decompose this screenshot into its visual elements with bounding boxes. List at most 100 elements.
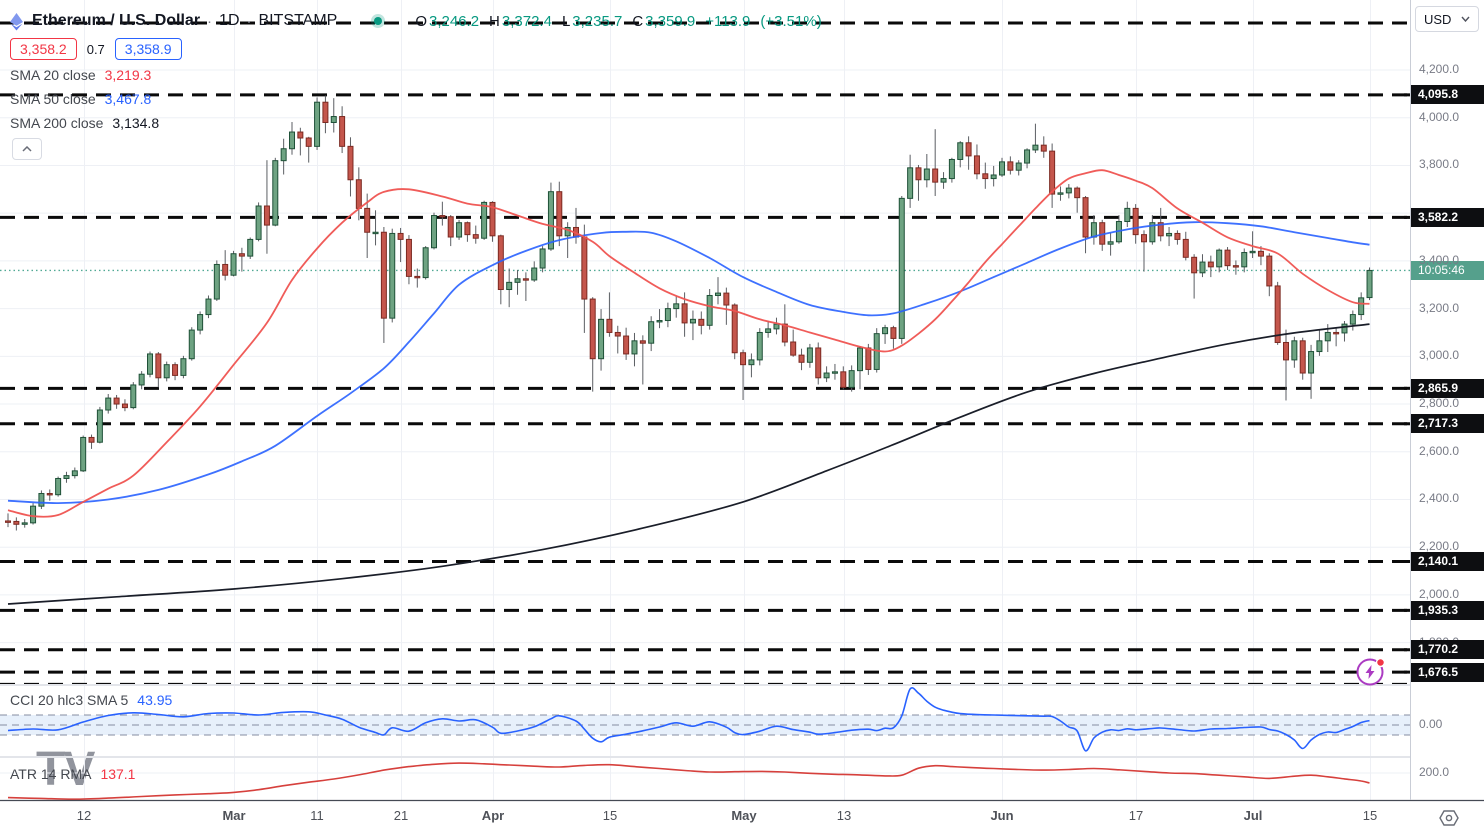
candle-up [999, 161, 1006, 176]
candle-down [522, 278, 529, 281]
price-tick-label: 3,000.0 [1419, 348, 1460, 363]
candle-down [1049, 150, 1056, 195]
close-value: 3,359.9 [645, 12, 696, 30]
candle-down [698, 318, 705, 326]
candle-up [105, 397, 112, 411]
symbol-name[interactable]: Ethereum / U.S. Dollar [32, 12, 201, 29]
interval-value[interactable]: 1D [219, 12, 240, 29]
candle-up [907, 167, 914, 199]
candle-up [1024, 149, 1031, 164]
candle-down [121, 403, 128, 409]
candle-down [982, 173, 989, 180]
timescale-settings-button[interactable] [1434, 806, 1464, 830]
atr-legend: ATR 14 RMA 137.1 [10, 766, 136, 782]
price-tick-label: 3,800.0 [1419, 157, 1460, 172]
price-tick-label: 3,200.0 [1419, 300, 1460, 315]
candle-up [1291, 340, 1298, 361]
sma20-line [7, 169, 1370, 518]
price-tick-label: 3,400.0 [1419, 252, 1460, 267]
candle-up [330, 116, 337, 123]
candle-down [364, 207, 371, 233]
time-tick-label: Jul [1243, 808, 1263, 823]
tradingview-watermark-logo: TV [36, 743, 95, 796]
candle-up [1316, 340, 1323, 353]
candle-down [1191, 256, 1198, 274]
sell-button[interactable]: 3,358.2 [10, 38, 77, 60]
candle-down [489, 201, 496, 237]
atr-value: 137.1 [100, 766, 136, 782]
candle-up [923, 168, 930, 181]
candle-up [689, 318, 696, 324]
time-tick-label: 12 [76, 808, 92, 823]
sma50-legend: SMA 50 close 3,467.8 [10, 91, 152, 107]
time-tick-label: May [731, 808, 757, 823]
candle-up [38, 493, 45, 507]
change-percent: (+3.51%) [760, 12, 822, 30]
chevron-down-icon [1461, 16, 1470, 22]
candle-up [673, 303, 680, 310]
price-level-badge: 1,676.5 [1411, 662, 1484, 682]
candle-up [1199, 261, 1206, 274]
bar-countdown-badge: 10:05:46 [1411, 260, 1484, 280]
candle-down [238, 253, 245, 257]
candle-up [848, 370, 855, 388]
candle-down [464, 222, 471, 236]
currency-label: USD [1424, 11, 1452, 27]
candle-up [765, 328, 772, 333]
cci-legend: CCI 20 hlc3 SMA 5 43.95 [10, 692, 173, 708]
price-tick-label: 4,200.0 [1419, 62, 1460, 76]
collapse-legend-button[interactable] [12, 138, 42, 160]
candle-up [1349, 314, 1356, 325]
candle-down [1232, 265, 1239, 268]
candle-up [1032, 144, 1039, 151]
bid-ask-row: 3,358.2 0.7 3,358.9 [10, 37, 182, 61]
buy-button[interactable]: 3,358.9 [114, 38, 182, 60]
currency-selector-button[interactable]: USD [1415, 6, 1479, 32]
candle-up [422, 247, 429, 279]
candle-up [857, 347, 864, 372]
ohlc-readout: O 3,246.2 H 3,372.4 L 3,235.7 C 3,359.9 +113… [415, 12, 822, 30]
exchange-name[interactable]: BITSTAMP [258, 12, 338, 29]
candle-down [973, 155, 980, 175]
price-tick-label: 2,000.0 [1419, 586, 1460, 601]
candle-up [940, 178, 947, 183]
candle-down [305, 137, 312, 147]
candle-up [1249, 250, 1256, 254]
candle-up [1107, 241, 1114, 245]
candle-down [13, 520, 20, 525]
time-scale[interactable]: 12 Mar 11 21 Apr 15 May 13 Jun 17 Jul 15 [0, 800, 1410, 836]
sma200-line [7, 323, 1370, 605]
candle-down [113, 397, 120, 405]
flash-notification-button[interactable] [1355, 655, 1387, 687]
candle-down [865, 347, 872, 370]
candle-down [222, 263, 229, 276]
candle-down [1182, 238, 1189, 258]
time-tick-label: Mar [222, 808, 246, 823]
time-tick-label: 15 [1362, 808, 1378, 823]
cci-axis-label: 0.00 [1419, 717, 1443, 731]
candle-up [1241, 252, 1248, 268]
price-scale[interactable]: USD 10:05:46 4,200.0 4,000.0 3,800.0 3,400.… [1410, 0, 1484, 800]
candle-up [55, 477, 62, 496]
price-tick-label: 2,400.0 [1419, 491, 1460, 506]
change-value: +113.9 [705, 12, 751, 30]
candle-up [631, 340, 638, 355]
candle-down [723, 292, 730, 306]
candle-up [314, 101, 321, 147]
candle-down [840, 371, 847, 388]
time-tick-label: Jun [990, 808, 1014, 823]
candle-up [898, 197, 905, 339]
candle-up [1308, 351, 1315, 374]
candle-up [1057, 192, 1064, 195]
candle-up [648, 321, 655, 344]
candle-down [1074, 187, 1081, 199]
candle-up [957, 142, 964, 160]
candle-up [21, 522, 28, 525]
candle-down [1157, 222, 1164, 237]
candle-up [514, 278, 521, 283]
candle-up [1015, 162, 1022, 171]
candle-down [1207, 261, 1214, 268]
candle-down [790, 341, 797, 356]
candle-up [990, 174, 997, 180]
